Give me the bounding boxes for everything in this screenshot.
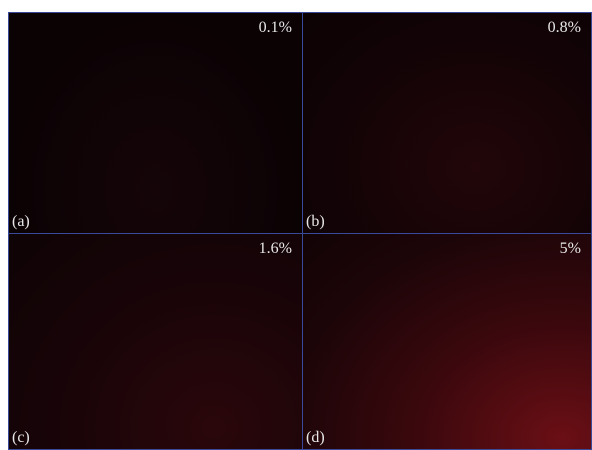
panel-label: (c): [12, 429, 30, 447]
panel-label: (d): [306, 429, 325, 447]
concentration-label: 0.8%: [548, 19, 581, 37]
panel: 5% (d): [302, 233, 592, 450]
panel: 0.1% (a): [8, 12, 303, 234]
concentration-label: 0.1%: [259, 19, 292, 37]
page: 0.1% (a) 0.8% (b) 1.6% (c) 5% (d) {"pane…: [0, 0, 592, 450]
panel: 1.6% (c): [8, 233, 303, 450]
panel: 0.8% (b): [302, 12, 592, 234]
panel-label: (b): [306, 213, 325, 231]
panel-label: (a): [12, 213, 30, 231]
figure: 0.1% (a) 0.8% (b) 1.6% (c) 5% (d): [8, 12, 592, 450]
concentration-label: 1.6%: [259, 240, 292, 258]
concentration-label: 5%: [560, 240, 581, 258]
